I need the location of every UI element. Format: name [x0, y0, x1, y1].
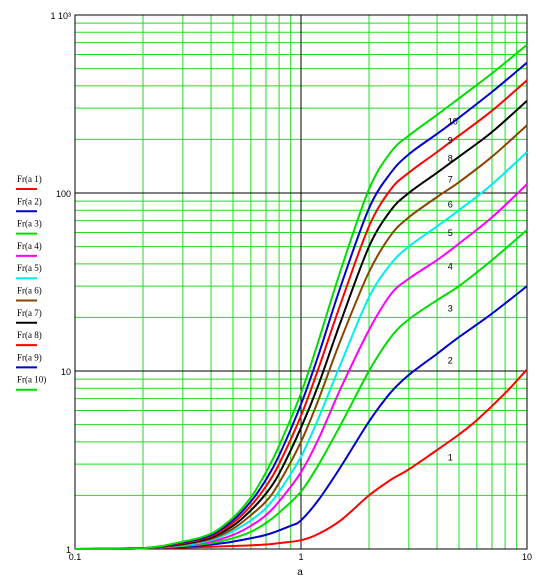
series-line-1	[74, 368, 528, 550]
legend-label: Fr(a 7)	[17, 308, 42, 318]
x-tick-label: 0.1	[69, 552, 82, 562]
legend-label: Fr(a 6)	[17, 286, 42, 296]
y-tick-label: 10	[61, 367, 71, 377]
y-tick-label: 1	[66, 545, 71, 555]
series-label-3: 3	[448, 303, 453, 313]
series-line-2	[74, 285, 528, 550]
series-label-9: 9	[448, 136, 453, 146]
legend-label: Fr(a 1)	[17, 174, 42, 184]
series-label-10: 10	[448, 117, 458, 127]
series-label-6: 6	[448, 200, 453, 210]
y-tick-label: 1 10³	[50, 11, 71, 21]
legend-label: Fr(a 3)	[17, 219, 42, 229]
series-line-4	[74, 183, 528, 550]
series-lines	[74, 44, 528, 551]
y-tick-label: 100	[56, 189, 71, 199]
legend-label: Fr(a 9)	[17, 352, 42, 362]
series-line-9	[74, 61, 528, 550]
legend: Fr(a 1) Fr(a 2) Fr(a 3) Fr(a 4) Fr(a 5) Fr(a …	[16, 174, 46, 391]
legend-label: Fr(a 4)	[17, 241, 42, 251]
legend-label: Fr(a 10)	[17, 375, 46, 385]
legend-label: Fr(a 5)	[17, 263, 42, 273]
series-label-2: 2	[448, 355, 453, 365]
plot-frame	[74, 14, 528, 550]
legend-label: Fr(a 8)	[17, 330, 42, 340]
series-line-3	[74, 229, 528, 550]
series-line-5	[74, 151, 528, 550]
series-label-7: 7	[448, 175, 453, 185]
series-line-6	[74, 124, 528, 550]
x-tick-label: 10	[522, 552, 532, 562]
grid	[74, 14, 528, 550]
series-labels: 1 2 3 4 5 6 7 8 9 10	[448, 117, 458, 463]
series-line-7	[74, 99, 528, 550]
series-line-10	[74, 44, 528, 551]
series-label-4: 4	[448, 262, 453, 272]
series-label-5: 5	[448, 228, 453, 238]
x-tick-label: 1	[298, 552, 303, 562]
series-line-8	[74, 79, 528, 550]
legend-label: Fr(a 2)	[17, 196, 42, 206]
series-label-8: 8	[448, 154, 453, 164]
series-label-1: 1	[448, 452, 453, 462]
x-axis-label: a	[297, 567, 303, 578]
